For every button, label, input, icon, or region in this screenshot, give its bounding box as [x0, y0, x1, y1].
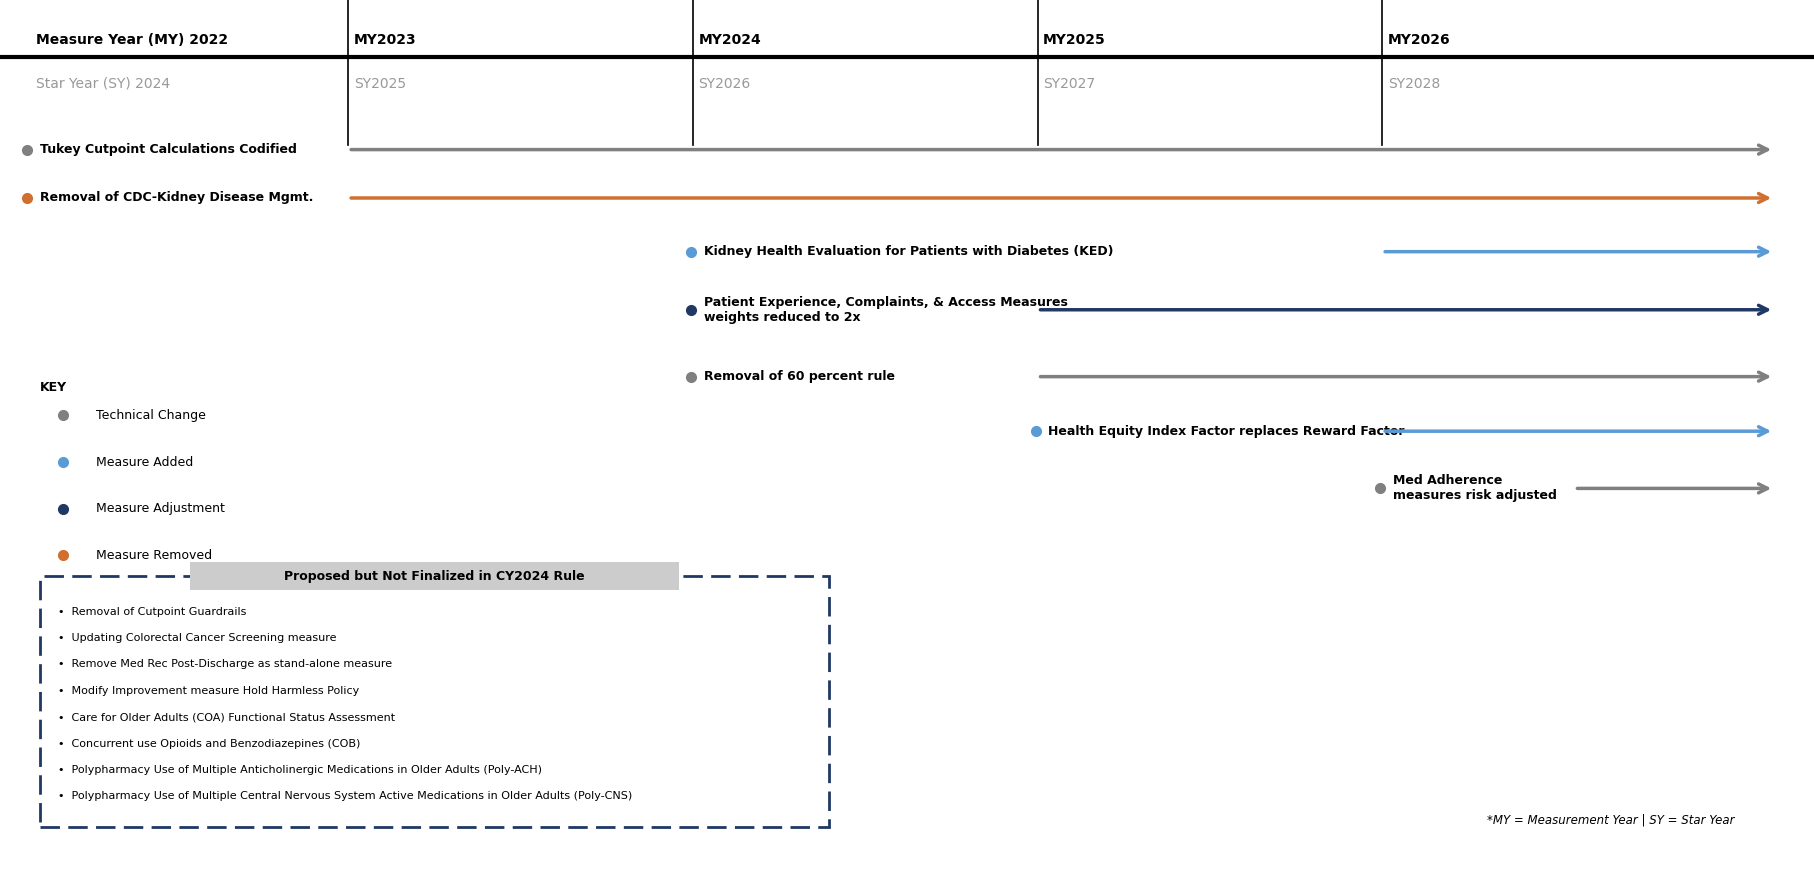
- Text: MY2024: MY2024: [698, 33, 762, 47]
- Bar: [40, 576, 829, 827]
- Text: •  Polypharmacy Use of Multiple Anticholinergic Medications in Older Adults (Pol: • Polypharmacy Use of Multiple Anticholi…: [58, 765, 542, 775]
- Text: *MY = Measurement Year | SY = Star Year: *MY = Measurement Year | SY = Star Year: [1487, 814, 1734, 826]
- Text: •  Updating Colorectal Cancer Screening measure: • Updating Colorectal Cancer Screening m…: [58, 633, 337, 643]
- Text: MY2026: MY2026: [1388, 33, 1451, 47]
- Text: •  Remove Med Rec Post-Discharge as stand-alone measure: • Remove Med Rec Post-Discharge as stand…: [58, 659, 392, 670]
- Text: Measure Removed: Measure Removed: [96, 549, 212, 561]
- Text: SY2025: SY2025: [354, 77, 406, 91]
- Text: •  Care for Older Adults (COA) Functional Status Assessment: • Care for Older Adults (COA) Functional…: [58, 712, 395, 722]
- Text: Health Equity Index Factor replaces Reward Factor: Health Equity Index Factor replaces Rewa…: [1048, 425, 1406, 437]
- Text: Measure Adjustment: Measure Adjustment: [96, 502, 225, 515]
- Text: •  Modify Improvement measure Hold Harmless Policy: • Modify Improvement measure Hold Harmle…: [58, 686, 359, 696]
- Text: Patient Experience, Complaints, & Access Measures
weights reduced to 2x: Patient Experience, Complaints, & Access…: [704, 296, 1068, 324]
- Text: Measure Year (MY) 2022: Measure Year (MY) 2022: [36, 33, 229, 47]
- Text: Proposed but Not Finalized in CY2024 Rule: Proposed but Not Finalized in CY2024 Rul…: [285, 570, 584, 583]
- Text: MY2025: MY2025: [1043, 33, 1107, 47]
- Text: Technical Change: Technical Change: [96, 409, 207, 422]
- Text: Med Adherence
measures risk adjusted: Med Adherence measures risk adjusted: [1393, 474, 1556, 502]
- Text: Removal of CDC-Kidney Disease Mgmt.: Removal of CDC-Kidney Disease Mgmt.: [40, 192, 314, 204]
- Text: Kidney Health Evaluation for Patients with Diabetes (KED): Kidney Health Evaluation for Patients wi…: [704, 246, 1114, 258]
- Text: SY2026: SY2026: [698, 77, 751, 91]
- Text: SY2027: SY2027: [1043, 77, 1096, 91]
- Text: Measure Added: Measure Added: [96, 456, 194, 468]
- Text: Removal of 60 percent rule: Removal of 60 percent rule: [704, 370, 894, 383]
- Text: SY2028: SY2028: [1388, 77, 1440, 91]
- Text: Tukey Cutpoint Calculations Codified: Tukey Cutpoint Calculations Codified: [40, 143, 297, 156]
- Text: KEY: KEY: [40, 381, 67, 393]
- Bar: [189, 562, 678, 590]
- Text: MY2023: MY2023: [354, 33, 417, 47]
- Text: •  Concurrent use Opioids and Benzodiazepines (COB): • Concurrent use Opioids and Benzodiazep…: [58, 738, 361, 749]
- Text: •  Polypharmacy Use of Multiple Central Nervous System Active Medications in Old: • Polypharmacy Use of Multiple Central N…: [58, 791, 633, 802]
- Text: Star Year (SY) 2024: Star Year (SY) 2024: [36, 77, 171, 91]
- Text: •  Removal of Cutpoint Guardrails: • Removal of Cutpoint Guardrails: [58, 606, 247, 617]
